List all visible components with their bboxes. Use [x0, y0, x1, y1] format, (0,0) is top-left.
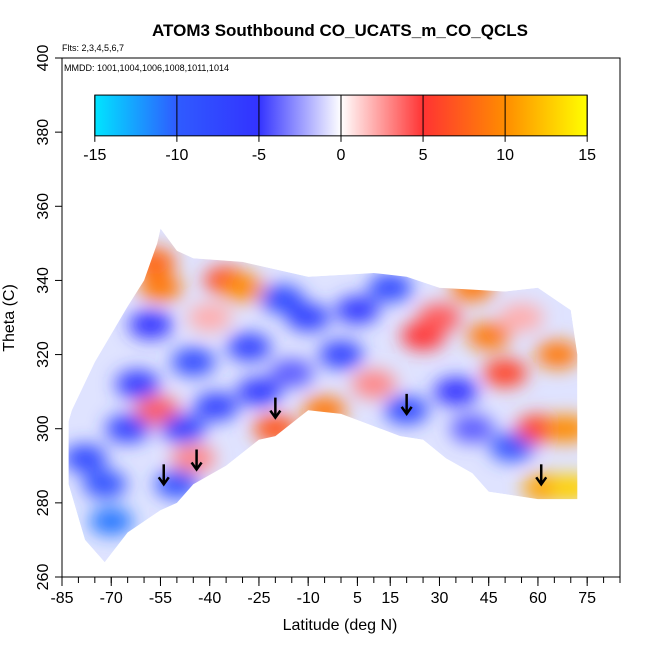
- heatmap-cell: [335, 296, 380, 325]
- y-tick-label: 400: [35, 45, 52, 72]
- y-tick-label: 300: [35, 415, 52, 442]
- heatmap-cell: [161, 414, 206, 443]
- heatmap-cell: [466, 322, 511, 350]
- heatmap-cell: [187, 303, 232, 332]
- y-tick-label: 380: [35, 119, 52, 146]
- heatmap-field: [68, 228, 578, 563]
- chart-title: ATOM3 Southbound CO_UCATS_m_CO_QCLS: [152, 21, 528, 40]
- colorbar-tick-label: -10: [165, 147, 188, 164]
- heatmap-cell: [115, 370, 160, 399]
- down-arrow-icon: [190, 449, 203, 472]
- colorbar-tick-label: -5: [252, 147, 266, 164]
- down-arrow-icon: [400, 393, 413, 417]
- heatmap-cell: [82, 470, 127, 499]
- heatmap-cell: [417, 303, 462, 332]
- heatmap-cell: [545, 414, 578, 443]
- x-tick-label: -25: [247, 590, 270, 607]
- heatmap-cell: [89, 507, 134, 536]
- heatmap-cell: [368, 273, 413, 302]
- colorbar-tick-label: 5: [419, 147, 428, 164]
- dates-note: MMDD: 1001,1004,1006,1008,1011,1014: [64, 63, 229, 73]
- y-axis-title: Theta (C): [1, 284, 18, 352]
- flights-note: Flts: 2,3,4,5,6,7: [62, 43, 124, 53]
- colorbar: -15 -10 -5 0 5 10 15: [83, 94, 596, 164]
- y-tick-label: 280: [35, 489, 52, 516]
- heatmap-cell: [194, 392, 239, 421]
- heatmap-cell: [154, 470, 199, 499]
- heatmap-cell: [220, 273, 265, 302]
- colorbar-tick-label: 10: [496, 147, 514, 164]
- heatmap-cell: [351, 370, 396, 399]
- heatmap-cell: [259, 285, 304, 313]
- colorbar-tick-label: 0: [337, 147, 346, 164]
- heatmap-cell: [269, 359, 314, 388]
- heatmap-cell: [171, 444, 216, 473]
- heatmap-cell: [236, 377, 281, 406]
- heatmap-cell: [138, 273, 183, 302]
- down-arrow-icon: [535, 464, 548, 487]
- x-axis-title: Latitude (deg N): [283, 617, 398, 634]
- heatmap-cell: [450, 273, 495, 302]
- x-tick-label: 75: [578, 590, 596, 607]
- x-tick-label: 45: [480, 590, 498, 607]
- heatmap-cell: [68, 444, 107, 473]
- down-arrow-icon: [157, 464, 170, 487]
- down-arrow-icon: [269, 397, 282, 420]
- annotation-arrows: [157, 393, 548, 487]
- x-axis: -85 -70 -55 -40 -25 -10 5 15 30 45 60 75: [50, 577, 621, 607]
- heatmap-cell: [548, 474, 578, 502]
- heatmap-cell: [131, 247, 176, 276]
- x-tick-label: -70: [100, 590, 123, 607]
- heatmap-cell: [433, 377, 478, 406]
- heatmap-cell: [535, 340, 578, 369]
- y-tick-label: 260: [35, 564, 52, 591]
- x-tick-label: -40: [198, 590, 221, 607]
- heatmap-cell: [135, 396, 180, 425]
- x-tick-label: -10: [297, 590, 320, 607]
- colorbar-tick-label: 15: [578, 147, 596, 164]
- x-tick-label: -85: [50, 590, 73, 607]
- x-tick-label: 5: [353, 590, 362, 607]
- y-tick-label: 360: [35, 193, 52, 220]
- heatmap-cell: [499, 303, 544, 332]
- heatmap-cell: [105, 414, 150, 443]
- heatmap-cell: [450, 414, 495, 443]
- heatmap-cell: [227, 333, 272, 362]
- x-tick-label: 60: [529, 590, 547, 607]
- colorbar-tick-label: -15: [83, 147, 106, 164]
- heatmap-cell: [128, 310, 173, 339]
- heatmap-cell: [302, 396, 347, 425]
- y-axis: 260 280 300 320 340 360 380 400: [35, 45, 62, 591]
- x-tick-label: -55: [149, 590, 172, 607]
- heatmap-cell: [483, 359, 528, 388]
- y-tick-label: 340: [35, 267, 52, 294]
- y-tick-label: 320: [35, 341, 52, 368]
- heatmap-cell: [286, 303, 331, 332]
- x-tick-label: 15: [381, 590, 399, 607]
- heatmap-cell: [319, 340, 363, 369]
- x-tick-label: 30: [431, 590, 449, 607]
- heatmap-cell: [171, 348, 216, 376]
- heatmap-cell: [489, 433, 534, 462]
